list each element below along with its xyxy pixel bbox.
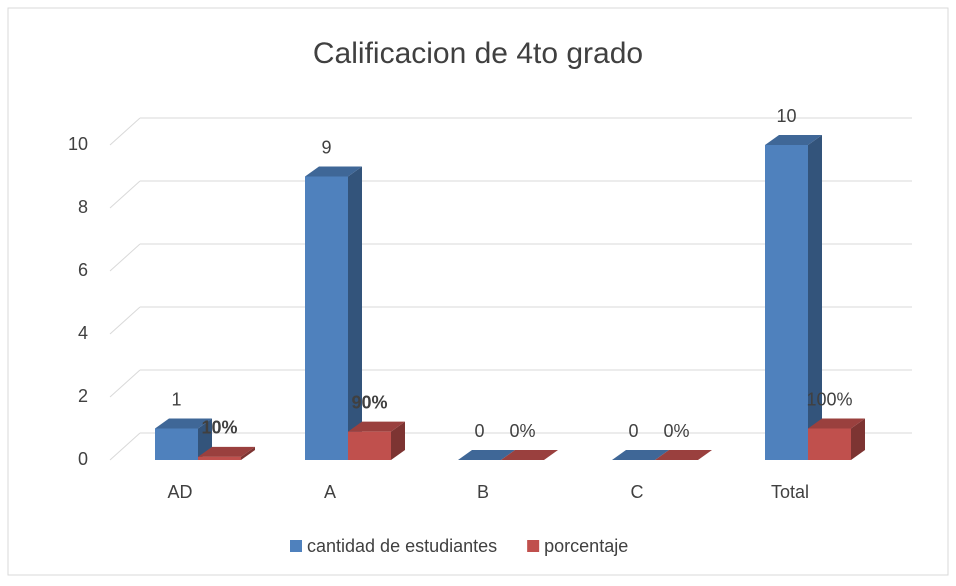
bar-top	[458, 450, 515, 460]
data-label: 10%	[201, 418, 237, 438]
legend-label: porcentaje	[544, 536, 628, 556]
bar-top	[348, 421, 405, 432]
bar-side	[808, 135, 822, 460]
grid-line-side	[109, 369, 141, 398]
y-tick-label: 2	[78, 386, 88, 406]
data-label: 0%	[509, 421, 535, 441]
bar-top	[808, 418, 865, 429]
bar-side	[391, 421, 405, 460]
bar	[198, 456, 241, 460]
legend-swatch	[527, 540, 540, 552]
bar-side	[348, 166, 362, 460]
x-tick-label: C	[631, 482, 644, 502]
x-tick-label: Total	[771, 482, 809, 502]
chart-title: Calificacion de 4to grado	[313, 37, 643, 70]
data-label: 10	[776, 106, 796, 126]
data-label: 90%	[351, 392, 387, 412]
bar-top	[155, 418, 212, 429]
grid-line-side	[109, 243, 141, 272]
legend-swatch	[290, 540, 302, 552]
bar-top	[655, 450, 712, 460]
bar-top	[612, 450, 669, 460]
bar-top	[198, 446, 255, 457]
y-tick-label: 6	[78, 260, 88, 280]
grid-line-side	[109, 306, 141, 335]
y-tick-label: 8	[78, 197, 88, 217]
x-tick-label: AD	[167, 482, 192, 502]
bar	[765, 145, 808, 460]
data-label: 9	[321, 137, 331, 157]
bar-top	[305, 166, 362, 177]
legend-label: cantidad de estudiantes	[307, 536, 497, 556]
bar-top	[765, 135, 822, 145]
grid-line-side	[109, 180, 141, 209]
y-tick-label: 0	[78, 449, 88, 469]
y-tick-label: 10	[68, 134, 88, 154]
grid-line-side	[109, 432, 141, 461]
x-tick-label: A	[324, 482, 336, 502]
grid-line-side	[109, 117, 141, 146]
data-label: 0	[474, 421, 484, 441]
bar	[348, 431, 391, 460]
bar	[305, 176, 348, 460]
data-label: 1	[171, 389, 181, 409]
bar	[808, 428, 851, 460]
data-label: 100%	[806, 389, 852, 409]
y-tick-label: 4	[78, 323, 88, 343]
bar-top	[501, 450, 558, 460]
data-label: 0%	[663, 421, 689, 441]
bar	[155, 428, 198, 460]
bar-side	[241, 446, 255, 460]
bar-side	[851, 418, 865, 460]
data-label: 0	[628, 421, 638, 441]
x-tick-label: B	[477, 482, 489, 502]
